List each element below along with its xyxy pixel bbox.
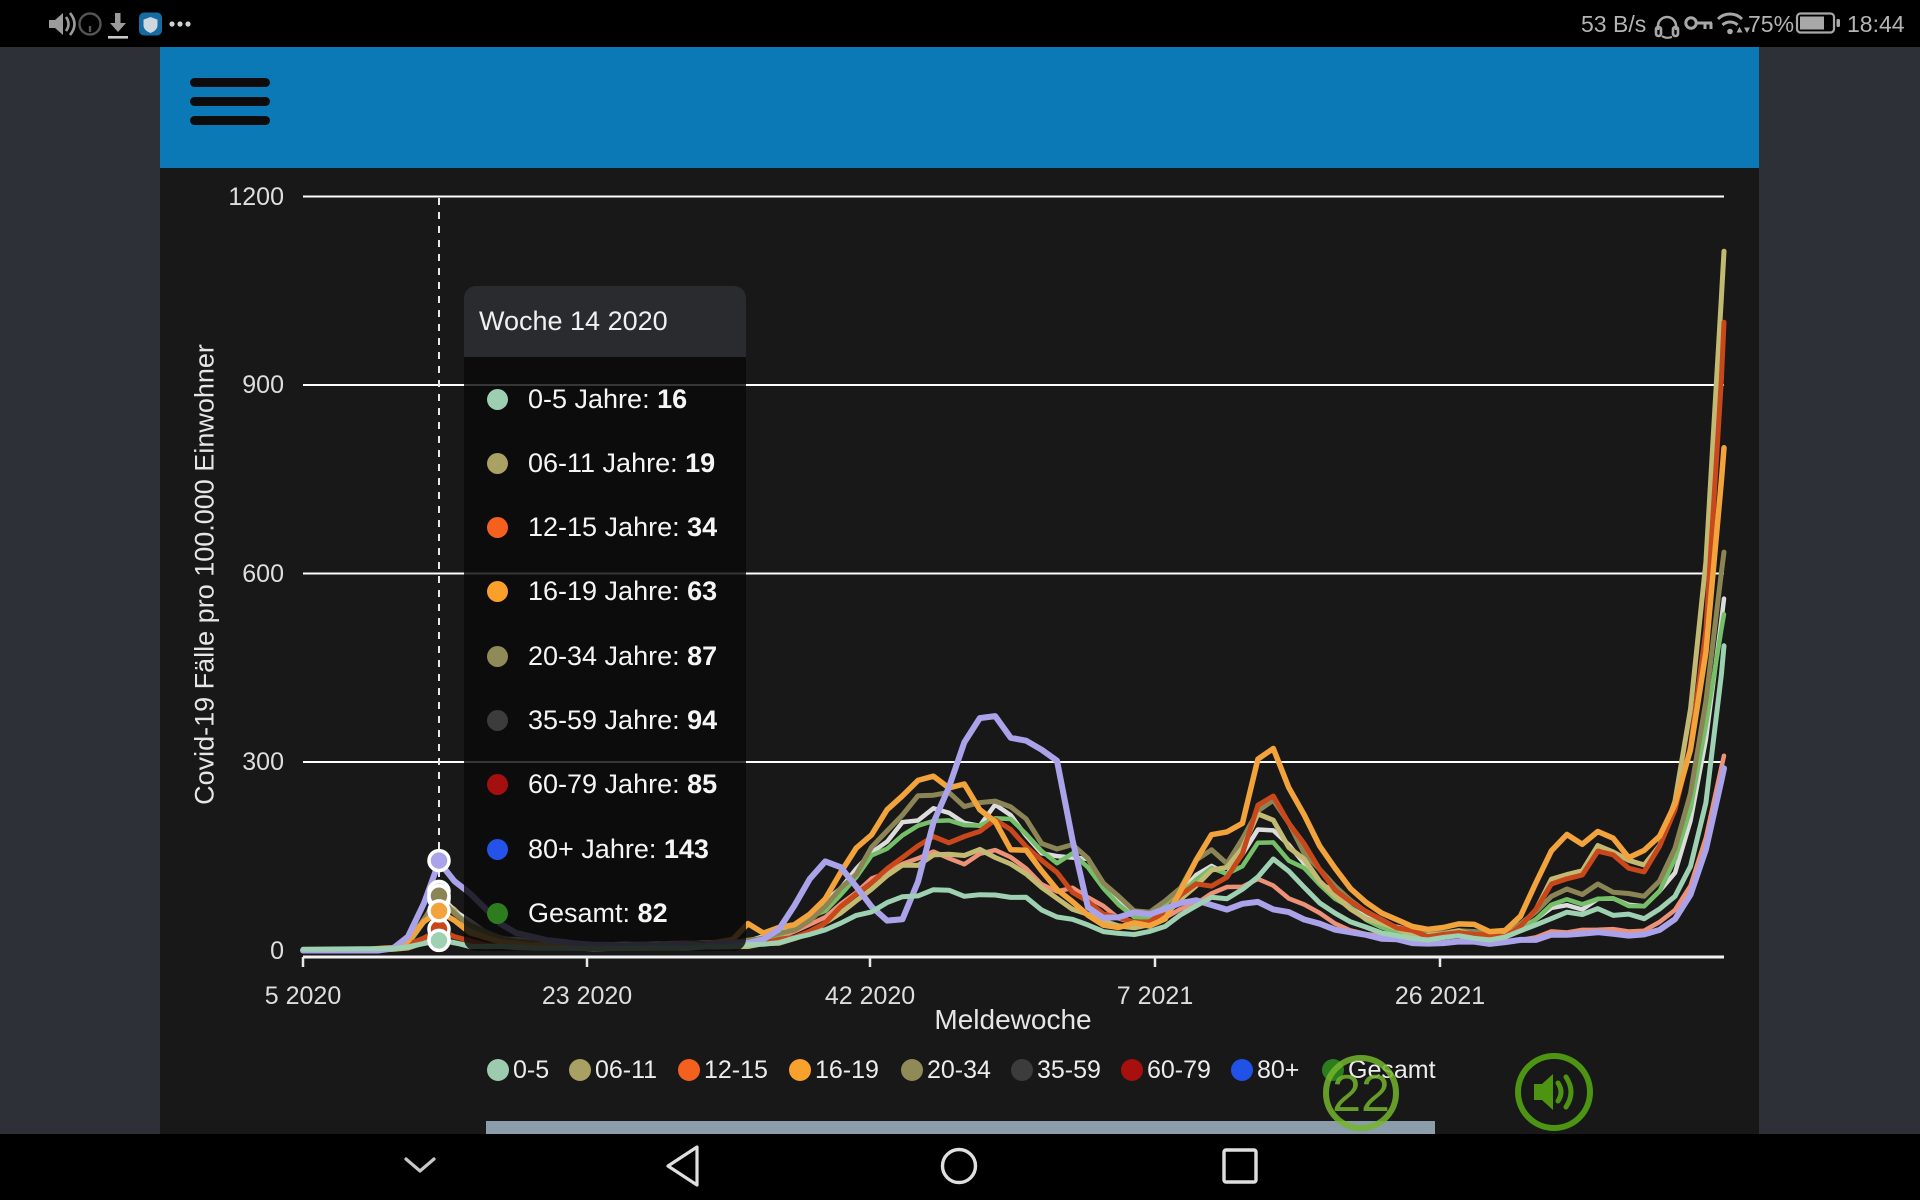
svg-text:22: 22 [1332, 1065, 1390, 1123]
